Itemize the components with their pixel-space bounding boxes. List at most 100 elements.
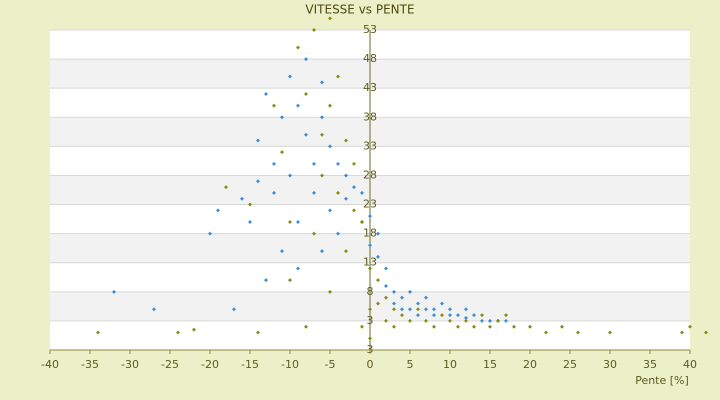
data-point	[384, 318, 388, 323]
x-tick-label: 10	[443, 358, 457, 371]
data-point	[272, 161, 276, 166]
data-point	[352, 161, 356, 166]
data-point	[464, 316, 468, 320]
data-point	[480, 318, 484, 323]
data-point	[472, 324, 476, 329]
data-point	[464, 307, 468, 312]
data-point	[312, 190, 316, 195]
data-point	[576, 330, 580, 335]
data-point	[256, 330, 260, 335]
data-point	[328, 289, 332, 294]
data-point	[248, 220, 252, 224]
x-tick-label: -40	[41, 358, 59, 371]
x-tick-label: -15	[241, 358, 259, 371]
data-point	[288, 278, 292, 283]
data-point	[416, 313, 420, 318]
data-point	[312, 161, 316, 166]
data-point	[496, 318, 500, 323]
data-point	[408, 307, 412, 312]
data-point	[424, 295, 428, 300]
data-point	[456, 313, 460, 318]
data-point	[296, 45, 300, 50]
data-point	[440, 313, 444, 318]
data-point	[360, 324, 364, 329]
data-point	[232, 307, 236, 312]
data-point	[432, 324, 436, 329]
data-point	[416, 301, 420, 306]
data-point	[336, 231, 340, 236]
data-point	[336, 190, 340, 195]
data-point	[392, 324, 396, 329]
data-point	[376, 278, 380, 283]
data-point	[320, 132, 324, 137]
data-point	[280, 249, 284, 254]
x-tick-label: 5	[407, 358, 414, 371]
x-tick-label: -10	[281, 358, 299, 371]
data-point	[296, 266, 300, 271]
data-point	[408, 318, 412, 323]
data-point	[400, 307, 404, 312]
data-point	[392, 289, 396, 294]
x-tick-label: -5	[325, 358, 336, 371]
data-point	[384, 295, 388, 300]
data-point	[240, 196, 244, 201]
x-tick-label: 0	[367, 358, 374, 371]
data-point	[328, 208, 332, 213]
data-point	[304, 92, 308, 96]
data-point	[408, 289, 412, 294]
data-point	[704, 330, 708, 335]
data-point	[400, 295, 404, 300]
data-point	[376, 301, 380, 306]
data-point	[688, 324, 692, 329]
x-tick-label: 20	[523, 358, 537, 371]
data-point	[224, 185, 228, 190]
data-point	[272, 190, 276, 195]
data-point	[256, 138, 260, 143]
data-point	[216, 208, 220, 213]
data-point	[680, 330, 684, 335]
data-point	[192, 327, 196, 332]
data-point	[344, 173, 348, 178]
data-point	[280, 150, 284, 155]
data-point	[328, 144, 332, 149]
data-point	[288, 173, 292, 178]
x-tick-label: -35	[81, 358, 99, 371]
data-point	[376, 254, 380, 259]
data-point	[264, 278, 268, 283]
x-tick-label: 15	[483, 358, 497, 371]
data-point	[344, 196, 348, 201]
data-point	[440, 301, 444, 306]
data-point	[448, 318, 452, 323]
data-point	[368, 336, 372, 341]
data-point	[296, 103, 300, 108]
data-point	[352, 208, 356, 213]
data-point	[448, 313, 452, 318]
data-point	[368, 214, 372, 219]
data-point	[608, 330, 612, 335]
data-point	[96, 330, 100, 335]
data-point	[304, 57, 308, 62]
data-point	[368, 307, 372, 312]
data-point	[456, 324, 460, 329]
data-point	[328, 103, 332, 108]
data-point	[272, 103, 276, 108]
data-point	[344, 249, 348, 254]
data-point	[304, 132, 308, 137]
data-point	[312, 28, 316, 32]
data-point	[504, 313, 508, 318]
x-tick-label: -20	[201, 358, 219, 371]
data-point	[360, 190, 364, 195]
data-point	[344, 138, 348, 143]
data-point	[488, 324, 492, 329]
data-point	[424, 307, 428, 312]
data-point	[328, 16, 332, 21]
data-point	[304, 324, 308, 329]
data-point	[392, 307, 396, 312]
x-tick-label: 40	[683, 358, 697, 371]
data-point	[296, 220, 300, 224]
data-point	[368, 243, 372, 248]
data-point	[544, 330, 548, 335]
data-point	[424, 318, 428, 323]
data-point	[288, 220, 292, 224]
